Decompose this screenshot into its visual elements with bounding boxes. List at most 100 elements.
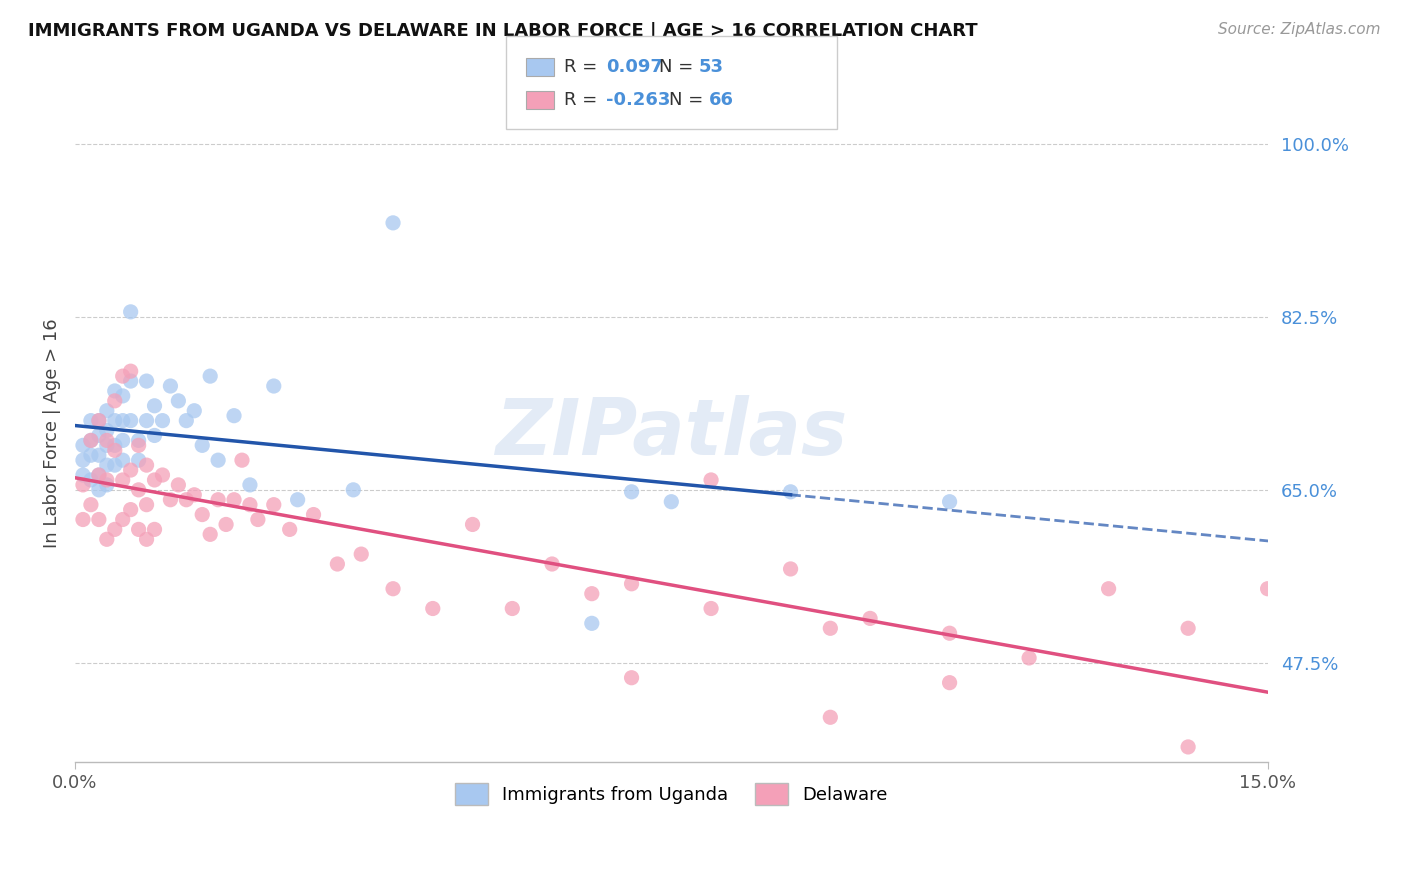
Point <box>191 438 214 452</box>
Point <box>104 443 127 458</box>
Point <box>191 508 214 522</box>
Point <box>135 498 157 512</box>
Point <box>198 369 221 384</box>
Point <box>581 616 603 631</box>
Point <box>198 527 221 541</box>
Point <box>120 502 142 516</box>
Point <box>422 601 444 615</box>
Point <box>620 484 643 499</box>
Point <box>222 492 245 507</box>
Point <box>183 403 205 417</box>
Point <box>938 675 960 690</box>
Point <box>87 448 110 462</box>
Point <box>152 468 174 483</box>
Point <box>207 492 229 507</box>
Text: ZIPatlas: ZIPatlas <box>495 395 848 471</box>
Point <box>104 414 127 428</box>
Point <box>700 601 723 615</box>
Point <box>1018 651 1040 665</box>
Text: -0.263: -0.263 <box>606 91 671 109</box>
Point <box>135 374 157 388</box>
Point <box>1097 582 1119 596</box>
Point <box>239 498 262 512</box>
Text: R =: R = <box>564 58 603 76</box>
Point <box>167 393 190 408</box>
Point <box>541 557 564 571</box>
Point <box>128 483 150 497</box>
Point <box>239 478 262 492</box>
Point <box>167 478 190 492</box>
Point <box>72 468 94 483</box>
Point <box>80 414 103 428</box>
Point <box>326 557 349 571</box>
Point <box>120 463 142 477</box>
Point <box>128 522 150 536</box>
Point <box>231 453 253 467</box>
Point <box>938 626 960 640</box>
Point <box>87 512 110 526</box>
Point <box>96 434 118 448</box>
Point <box>80 473 103 487</box>
Point <box>382 216 405 230</box>
Legend: Immigrants from Uganda, Delaware: Immigrants from Uganda, Delaware <box>449 775 894 812</box>
Point <box>120 374 142 388</box>
Point <box>96 458 118 472</box>
Point <box>501 601 523 615</box>
Point <box>128 434 150 448</box>
Point <box>111 389 134 403</box>
Point <box>111 512 134 526</box>
Point <box>104 458 127 472</box>
Point <box>96 478 118 492</box>
Point <box>96 438 118 452</box>
Point <box>120 364 142 378</box>
Point <box>80 434 103 448</box>
Point <box>143 522 166 536</box>
Point <box>382 582 405 596</box>
Y-axis label: In Labor Force | Age > 16: In Labor Force | Age > 16 <box>44 318 60 548</box>
Point <box>104 384 127 398</box>
Point <box>72 512 94 526</box>
Point <box>128 438 150 452</box>
Point <box>859 611 882 625</box>
Point <box>176 492 198 507</box>
Point <box>128 453 150 467</box>
Point <box>80 448 103 462</box>
Point <box>87 483 110 497</box>
Text: Source: ZipAtlas.com: Source: ZipAtlas.com <box>1218 22 1381 37</box>
Point <box>143 428 166 442</box>
Point <box>104 393 127 408</box>
Point <box>87 414 110 428</box>
Text: 53: 53 <box>699 58 724 76</box>
Point <box>111 473 134 487</box>
Point <box>263 379 285 393</box>
Text: N =: N = <box>669 91 709 109</box>
Point <box>152 414 174 428</box>
Point <box>820 710 842 724</box>
Point <box>120 414 142 428</box>
Point <box>80 434 103 448</box>
Point <box>87 414 110 428</box>
Point <box>72 478 94 492</box>
Point <box>779 484 801 499</box>
Point <box>461 517 484 532</box>
Point <box>246 512 269 526</box>
Point <box>96 473 118 487</box>
Point <box>159 492 181 507</box>
Point <box>1257 582 1279 596</box>
Point <box>342 483 364 497</box>
Point <box>111 369 134 384</box>
Point <box>581 587 603 601</box>
Point <box>135 458 157 472</box>
Point <box>700 473 723 487</box>
Point <box>779 562 801 576</box>
Point <box>104 522 127 536</box>
Point <box>96 533 118 547</box>
Point <box>278 522 301 536</box>
Text: N =: N = <box>659 58 699 76</box>
Point <box>159 379 181 393</box>
Point <box>620 671 643 685</box>
Point <box>938 494 960 508</box>
Text: R =: R = <box>564 91 603 109</box>
Point <box>215 517 238 532</box>
Point <box>135 414 157 428</box>
